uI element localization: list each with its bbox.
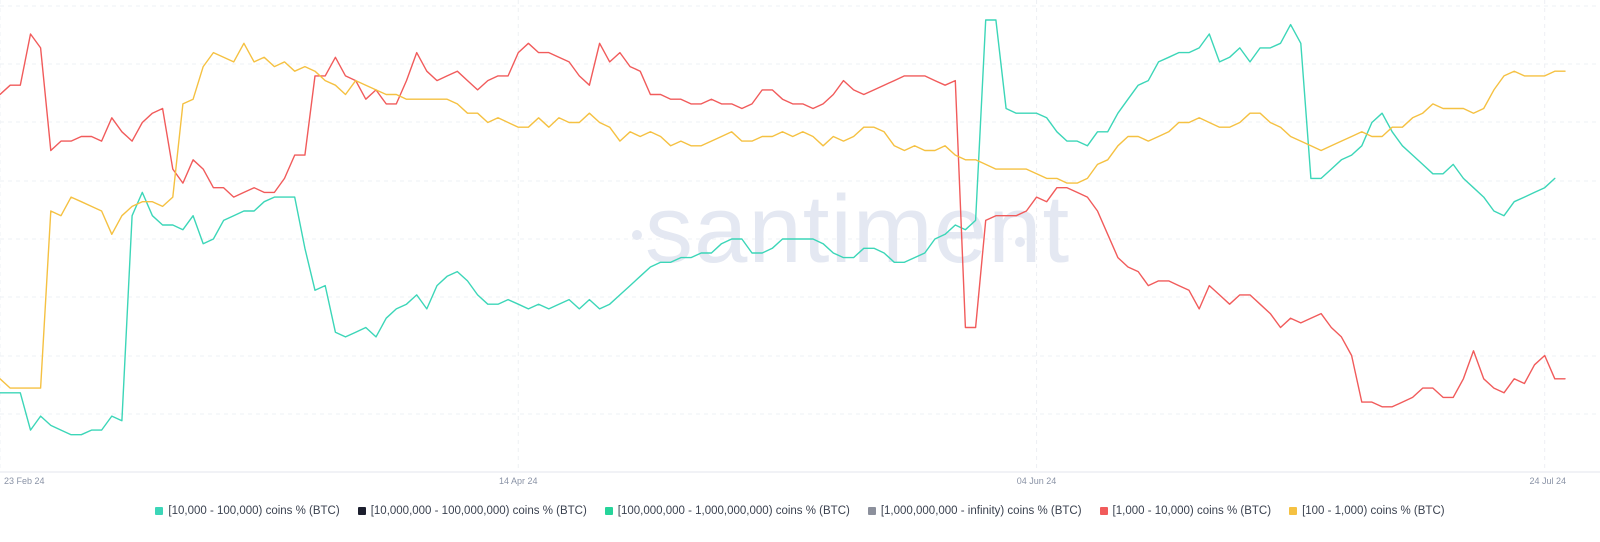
legend-label: [100,000,000 - 1,000,000,000) coins % (B… <box>617 505 850 517</box>
legend-swatch <box>1099 507 1108 515</box>
legend-swatch <box>1289 507 1298 515</box>
legend-label: [10,000 - 100,000) coins % (BTC) <box>168 505 340 517</box>
chart-legend: [10,000 - 100,000) coins % (BTC) [10,000,… <box>0 500 1600 522</box>
legend-item-4[interactable]: [1,000 - 10,000) coins % (BTC) <box>1099 505 1272 517</box>
legend-label: [10,000,000 - 100,000,000) coins % (BTC) <box>370 505 587 517</box>
watermark-dot-left <box>632 230 642 240</box>
legend-label: [1,000,000,000 - infinity) coins % (BTC) <box>880 505 1082 517</box>
legend-item-2[interactable]: [100,000,000 - 1,000,000,000) coins % (B… <box>604 505 850 517</box>
x-tick-label: 23 Feb 24 <box>4 476 45 486</box>
legend-swatch <box>867 507 876 515</box>
series-line-0 <box>0 19 1556 436</box>
legend-item-3[interactable]: [1,000,000,000 - infinity) coins % (BTC) <box>867 505 1082 517</box>
series-line-4 <box>0 33 1566 408</box>
series-line-5 <box>0 42 1566 389</box>
santiment-watermark: santiment <box>632 176 1070 283</box>
legend-label: [1,000 - 10,000) coins % (BTC) <box>1112 505 1272 517</box>
x-tick-label: 14 Apr 24 <box>499 476 538 486</box>
legend-item-0[interactable]: [10,000 - 100,000) coins % (BTC) <box>155 505 340 517</box>
legend-swatch <box>155 507 164 515</box>
legend-label: [100 - 1,000) coins % (BTC) <box>1302 505 1445 517</box>
legend-swatch <box>357 507 366 515</box>
legend-swatch <box>604 507 613 515</box>
legend-item-5[interactable]: [100 - 1,000) coins % (BTC) <box>1289 505 1445 517</box>
x-axis-ticks: 23 Feb 24 14 Apr 24 04 Jun 24 24 Jul 24 <box>4 476 1566 486</box>
legend-item-1[interactable]: [10,000,000 - 100,000,000) coins % (BTC) <box>357 505 587 517</box>
series-lines <box>0 19 1566 436</box>
watermark-text: santiment <box>645 176 1070 283</box>
x-tick-label: 04 Jun 24 <box>1017 476 1057 486</box>
watermark-dot-right <box>1015 237 1025 247</box>
x-tick-label: 24 Jul 24 <box>1529 476 1566 486</box>
